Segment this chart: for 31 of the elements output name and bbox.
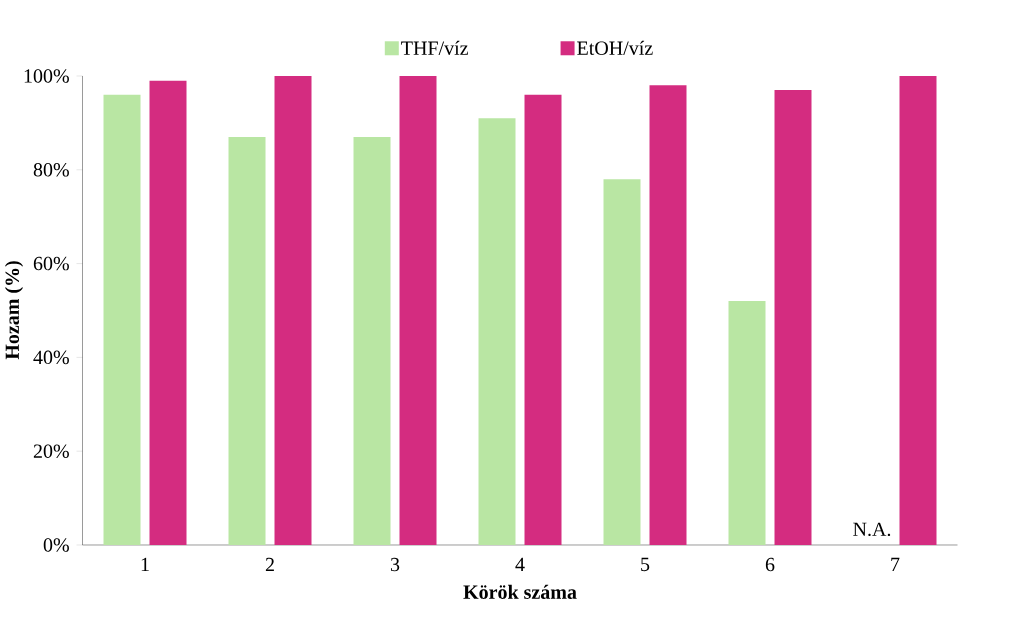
y-tick-label: 20% <box>33 444 69 458</box>
bar <box>899 75 937 545</box>
x-tick-label: 6 <box>765 557 775 572</box>
annotation: N.A. <box>853 522 891 537</box>
x-tick-label: 1 <box>141 557 149 572</box>
bar <box>103 94 141 545</box>
y-axis-title: Hozam (%) <box>4 261 24 360</box>
x-tick-label: 3 <box>390 557 400 572</box>
bar <box>399 75 437 545</box>
y-tick-label: 100% <box>24 69 69 83</box>
x-axis-title: Körök száma <box>463 584 577 599</box>
bar <box>603 179 641 545</box>
legend-label: EtOH/víz <box>577 40 653 55</box>
bar <box>774 90 812 545</box>
y-tick-label: 80% <box>33 163 69 177</box>
bar <box>524 94 562 545</box>
bar <box>149 80 187 545</box>
bar <box>649 85 687 545</box>
bar <box>353 136 391 545</box>
x-tick-label: 7 <box>891 557 900 571</box>
bar <box>228 136 266 545</box>
bar <box>274 75 312 545</box>
x-tick-label: 4 <box>515 557 525 572</box>
y-tick-label: 0% <box>43 538 69 552</box>
legend-label: THF/víz <box>401 40 469 55</box>
bar <box>728 301 766 545</box>
y-tick-label: 60% <box>33 256 69 271</box>
x-tick-label: 2 <box>265 557 274 572</box>
x-tick-label: 5 <box>641 557 650 572</box>
y-tick-label: 40% <box>33 350 69 365</box>
bar <box>478 118 516 545</box>
